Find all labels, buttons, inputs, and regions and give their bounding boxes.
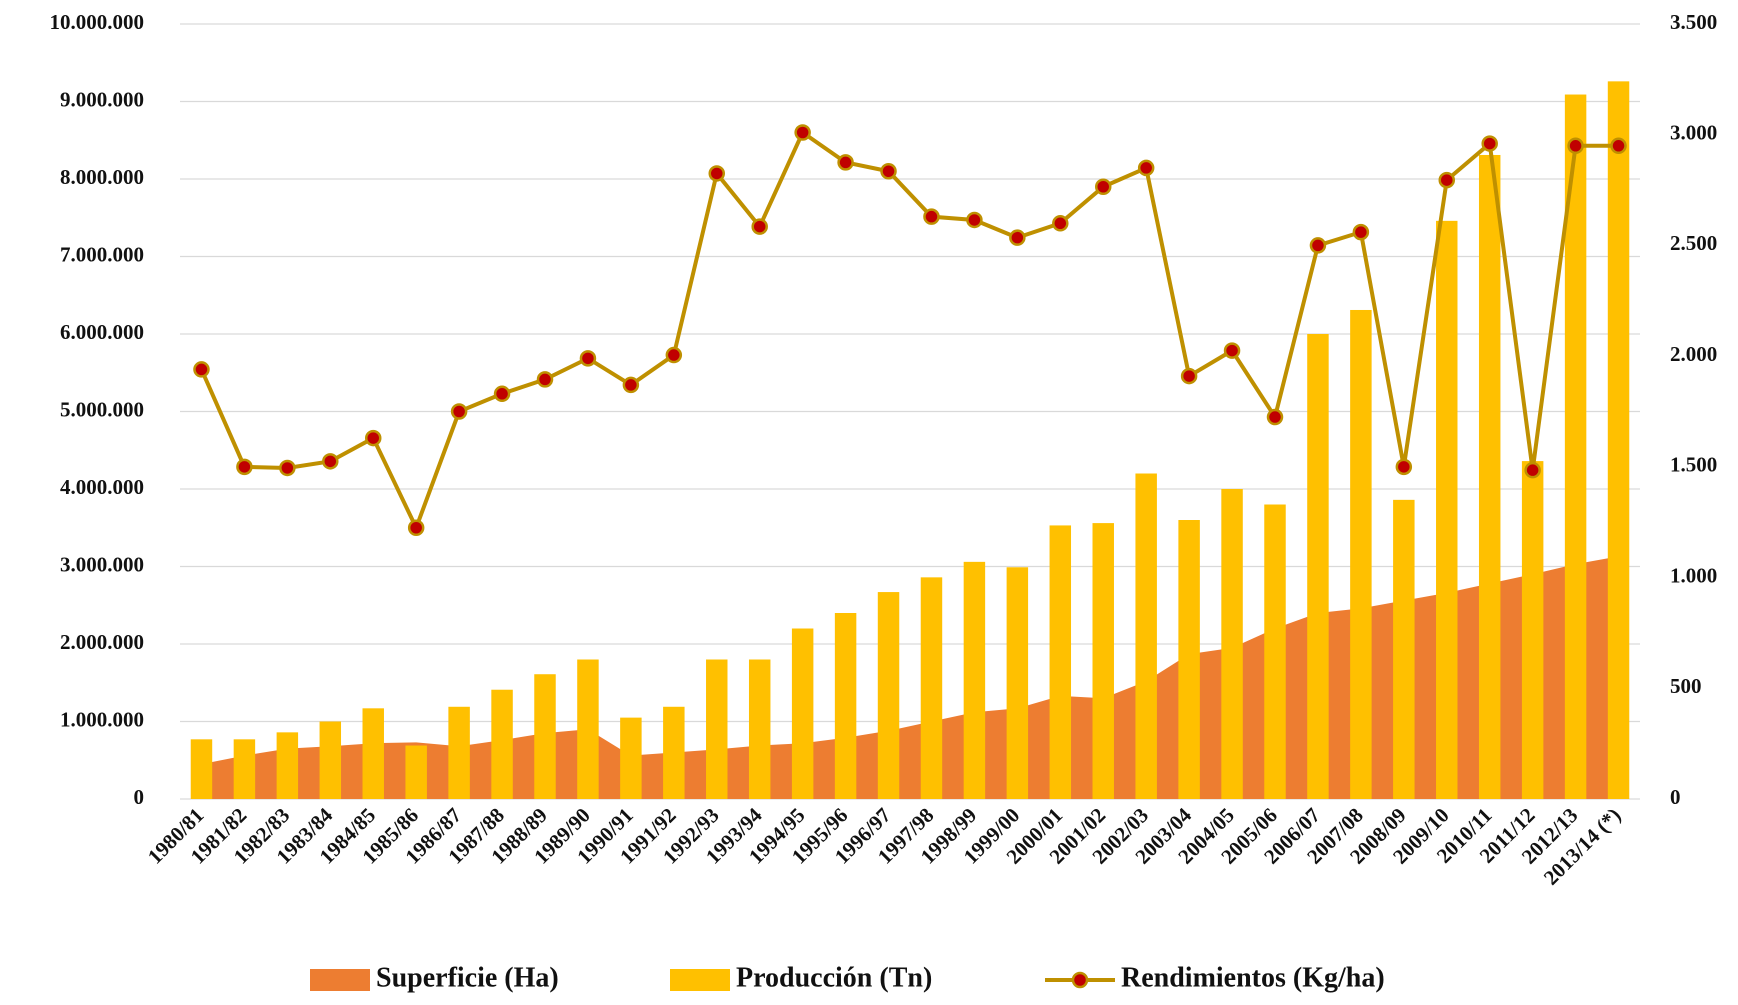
bar	[1049, 525, 1072, 799]
line-marker	[322, 453, 339, 470]
line-marker	[1052, 215, 1069, 232]
line-marker	[1481, 135, 1498, 152]
bar	[1135, 473, 1157, 799]
bar	[834, 613, 857, 799]
bar	[1564, 94, 1587, 799]
y-tick-label: 9.000.000	[60, 87, 144, 111]
bar	[1350, 309, 1372, 799]
bar	[319, 721, 342, 799]
line-marker	[708, 165, 726, 182]
line-marker	[279, 459, 296, 477]
line-marker	[1395, 458, 1413, 476]
line-marker	[1180, 367, 1198, 385]
line-marker	[1352, 223, 1370, 241]
bar	[362, 708, 384, 799]
line-marker	[880, 163, 897, 180]
y2-tick-label: 1.000	[1670, 563, 1717, 587]
bar	[920, 577, 943, 799]
bar	[1307, 334, 1329, 799]
bar	[1393, 499, 1415, 799]
bar	[534, 674, 556, 799]
y-tick-label: 2.000.000	[60, 630, 144, 654]
y2-tick-label: 3.500	[1670, 10, 1717, 34]
line-marker	[665, 346, 683, 364]
line-marker	[923, 208, 940, 225]
line-marker	[1524, 461, 1541, 479]
line-marker	[579, 350, 597, 367]
y-tick-label: 8.000.000	[60, 165, 144, 189]
bar	[1436, 220, 1458, 800]
y2-tick-label: 1.500	[1670, 453, 1717, 477]
bar	[706, 659, 728, 799]
bar	[491, 689, 513, 799]
y-tick-label: 3.000.000	[60, 552, 144, 576]
line-marker	[966, 211, 983, 229]
bar	[448, 706, 470, 799]
bar	[276, 732, 299, 799]
line-marker	[536, 371, 554, 388]
line-marker	[1567, 137, 1584, 155]
bar	[1607, 81, 1630, 800]
bar	[1521, 461, 1544, 799]
line	[199, 129, 1619, 533]
legend-swatch	[670, 969, 730, 991]
bar	[1006, 567, 1029, 799]
y2-tick-label: 500	[1670, 674, 1702, 698]
line-marker	[364, 429, 382, 447]
y-tick-label: 6.000.000	[60, 320, 144, 344]
legend-marker	[1071, 971, 1089, 989]
legend-swatch	[310, 969, 370, 991]
line-marker	[1009, 229, 1026, 246]
line-marker	[1266, 408, 1284, 426]
line-marker	[407, 519, 425, 536]
y2-tick-label: 2.000	[1670, 342, 1717, 366]
line-marker	[1137, 159, 1155, 177]
bar	[1221, 489, 1243, 799]
bar	[1092, 523, 1114, 799]
line-marker	[193, 361, 210, 378]
y-tick-label: 4.000.000	[60, 475, 144, 499]
legend-label: Rendimientos (Kg/ha)	[1121, 962, 1385, 993]
y2-tick-label: 2.500	[1670, 231, 1717, 255]
y-tick-label: 7.000.000	[60, 242, 144, 266]
bar	[190, 739, 213, 799]
y2-tick-label: 3.000	[1670, 121, 1717, 145]
bar	[963, 561, 986, 799]
legend-label: Superficie (Ha)	[376, 962, 559, 993]
bar	[233, 739, 256, 799]
bar	[1264, 504, 1286, 799]
bar	[1478, 154, 1501, 800]
line-marker	[837, 154, 854, 171]
line-marker	[794, 124, 811, 141]
legend-label: Producción (Tn)	[736, 962, 932, 993]
line-marker	[1309, 237, 1327, 254]
bar	[620, 717, 642, 799]
y-tick-label: 5.000.000	[60, 397, 144, 421]
line-marker	[1438, 171, 1456, 189]
line-marker	[1610, 137, 1627, 155]
line-marker	[1094, 178, 1112, 195]
bar	[877, 592, 900, 799]
bar	[405, 745, 427, 799]
y2-tick-label: 0	[1670, 785, 1681, 809]
bar	[663, 706, 685, 799]
bar	[791, 628, 814, 799]
line-marker	[493, 385, 511, 403]
line-marker	[622, 376, 640, 394]
bar	[1178, 520, 1200, 799]
line-marker	[751, 218, 768, 235]
line-marker	[1223, 342, 1241, 359]
line-marker	[450, 403, 468, 420]
bar	[748, 659, 771, 799]
y-tick-label: 0	[134, 785, 145, 809]
y-tick-label: 1.000.000	[60, 707, 144, 731]
bar	[577, 659, 599, 799]
line-marker	[236, 458, 253, 476]
y-tick-label: 10.000.000	[50, 10, 145, 34]
